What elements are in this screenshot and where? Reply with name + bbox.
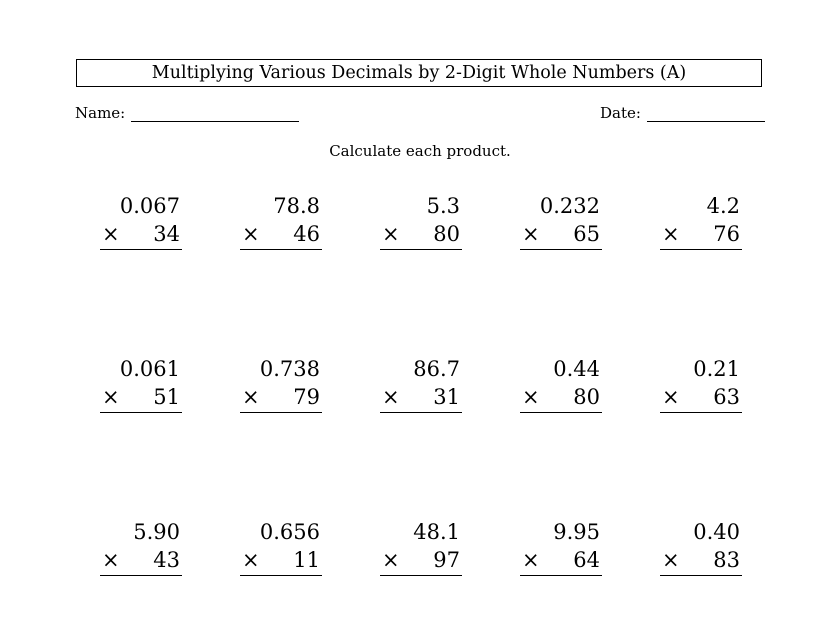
multiplier: 80 [433, 222, 460, 246]
multiplier: 79 [293, 385, 320, 409]
problem-9: 0.44 × 80 [520, 355, 602, 413]
multiply-sign: × [662, 385, 680, 409]
multiplier-row: × 43 [100, 546, 182, 576]
problem-10: 0.21 × 63 [660, 355, 742, 413]
name-label: Name: [75, 104, 126, 122]
multiplier-row: × 76 [660, 220, 742, 250]
multiplicand: 5.90 [133, 520, 180, 544]
multiply-sign: × [382, 548, 400, 572]
problem-7: 0.738 × 79 [240, 355, 322, 413]
multiplier-row: × 80 [380, 220, 462, 250]
multiplicand: 0.738 [259, 357, 320, 381]
multiplier: 83 [713, 548, 740, 572]
problem-2: 78.8 × 46 [240, 192, 322, 250]
multiplier-row: × 83 [660, 546, 742, 576]
multiplicand: 0.061 [119, 357, 180, 381]
multiplier: 65 [573, 222, 600, 246]
name-field: Name: [75, 104, 300, 122]
multiplier-row: × 11 [240, 546, 322, 576]
multiplier-row: × 63 [660, 383, 742, 413]
multiplier: 64 [573, 548, 600, 572]
multiply-sign: × [522, 385, 540, 409]
multiply-sign: × [662, 548, 680, 572]
multiply-sign: × [662, 222, 680, 246]
multiply-sign: × [102, 222, 120, 246]
multiplicand: 0.40 [693, 520, 740, 544]
multiplier: 31 [433, 385, 460, 409]
multiplier: 76 [713, 222, 740, 246]
problem-6: 0.061 × 51 [100, 355, 182, 413]
problem-5: 4.2 × 76 [660, 192, 742, 250]
problem-3: 5.3 × 80 [380, 192, 462, 250]
multiplier: 63 [713, 385, 740, 409]
multiplicand: 0.44 [553, 357, 600, 381]
multiplicand: 9.95 [553, 520, 600, 544]
multiplier-row: × 31 [380, 383, 462, 413]
multiplier-row: × 97 [380, 546, 462, 576]
multiplier: 11 [293, 548, 320, 572]
multiplier-row: × 79 [240, 383, 322, 413]
multiplier-row: × 51 [100, 383, 182, 413]
problem-4: 0.232 × 65 [520, 192, 602, 250]
multiplicand: 5.3 [426, 194, 460, 218]
multiplier-row: × 65 [520, 220, 602, 250]
problem-13: 48.1 × 97 [380, 518, 462, 576]
multiply-sign: × [102, 385, 120, 409]
multiply-sign: × [102, 548, 120, 572]
multiplier-row: × 80 [520, 383, 602, 413]
multiplier-row: × 46 [240, 220, 322, 250]
multiply-sign: × [382, 222, 400, 246]
problem-14: 9.95 × 64 [520, 518, 602, 576]
multiplicand: 0.232 [539, 194, 600, 218]
multiply-sign: × [242, 548, 260, 572]
multiplicand: 86.7 [413, 357, 460, 381]
problem-1: 0.067 × 34 [100, 192, 182, 250]
multiplier: 46 [293, 222, 320, 246]
multiplicand: 48.1 [413, 520, 460, 544]
multiplier: 51 [153, 385, 180, 409]
multiplicand: 0.21 [693, 357, 740, 381]
problem-8: 86.7 × 31 [380, 355, 462, 413]
multiplier-row: × 64 [520, 546, 602, 576]
multiply-sign: × [382, 385, 400, 409]
problem-12: 0.656 × 11 [240, 518, 322, 576]
name-line [131, 107, 300, 122]
problem-15: 0.40 × 83 [660, 518, 742, 576]
multiplier: 80 [573, 385, 600, 409]
date-label: Date: [600, 104, 641, 122]
multiplicand: 0.067 [119, 194, 180, 218]
multiply-sign: × [242, 385, 260, 409]
multiplier: 34 [153, 222, 180, 246]
date-field: Date: [600, 104, 765, 122]
worksheet-title-text: Multiplying Various Decimals by 2-Digit … [151, 63, 687, 83]
date-line [646, 107, 765, 122]
multiplicand: 78.8 [273, 194, 320, 218]
multiplicand: 4.2 [706, 194, 740, 218]
multiplier: 43 [153, 548, 180, 572]
instructions: Calculate each product. [329, 142, 511, 160]
multiply-sign: × [242, 222, 260, 246]
multiply-sign: × [522, 222, 540, 246]
multiplier-row: × 34 [100, 220, 182, 250]
multiply-sign: × [522, 548, 540, 572]
worksheet-title: Multiplying Various Decimals by 2-Digit … [76, 59, 762, 87]
multiplicand: 0.656 [259, 520, 320, 544]
multiplier: 97 [433, 548, 460, 572]
problem-11: 5.90 × 43 [100, 518, 182, 576]
